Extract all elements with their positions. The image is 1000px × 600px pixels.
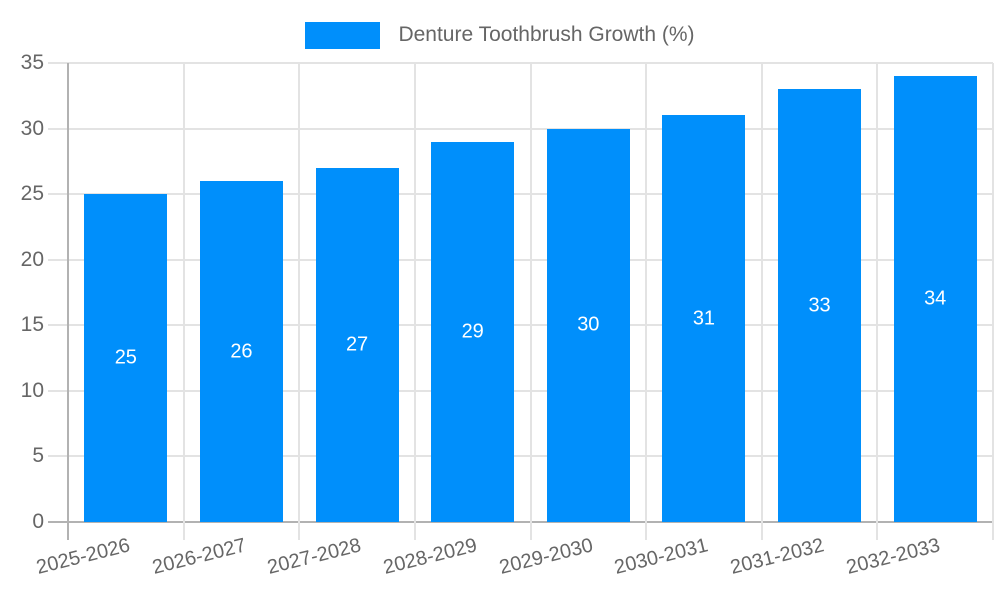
legend-label: Denture Toothbrush Growth (%) [398,23,695,46]
bar: 26 [199,181,283,522]
legend-item[interactable]: Denture Toothbrush Growth (%) [0,20,1000,50]
v-gridline [413,63,416,540]
y-tick-label: 35 [20,51,44,74]
y-tick-label: 30 [20,116,44,140]
v-gridline [529,63,532,540]
h-gridline [48,389,993,392]
x-tick-label: 2029-2030 [496,534,595,579]
x-tick-label: 2025-2026 [34,534,133,579]
x-tick-label: 2032-2033 [843,534,942,579]
x-tick-label: 2026-2027 [149,534,249,579]
bar-value-label: 30 [577,313,600,336]
v-gridline [876,63,879,540]
y-tick-label: 5 [32,444,44,468]
v-gridline [182,63,185,540]
bar: 27 [315,167,399,522]
bar: 34 [893,76,977,522]
legend-swatch [305,21,381,49]
bar-value-label: 34 [924,287,947,310]
bar: 31 [662,115,746,522]
h-gridline [48,193,993,196]
x-tick-label: 2031-2032 [728,534,827,579]
x-tick-label: 2028-2029 [381,534,480,579]
bar-value-label: 27 [345,333,369,356]
bar-value-label: 31 [692,307,716,330]
v-gridline [760,63,763,540]
y-tick-label: 10 [20,378,44,402]
bar: 25 [84,194,168,522]
y-tick-label: 15 [20,313,44,337]
bar-value-label: 29 [461,320,484,343]
x-tick-label: 2027-2028 [265,534,364,579]
bar: 30 [546,128,630,522]
bar-value-label: 33 [808,294,831,317]
v-gridline [298,63,301,540]
x-tick-label: 2030-2031 [612,534,711,579]
v-gridline [992,63,994,540]
y-tick-label: 0 [32,510,44,533]
h-gridline [48,62,993,64]
bar-value-label: 25 [114,346,137,369]
bar: 33 [778,89,862,522]
bar-value-label: 26 [230,340,253,362]
y-axis-line [67,63,69,540]
h-gridline [48,127,993,130]
y-tick-label: 25 [20,182,44,206]
bar: 29 [431,141,515,522]
h-gridline [48,324,993,327]
v-gridline [645,63,648,540]
y-tick-label: 20 [20,247,44,271]
h-gridline [48,258,993,261]
h-gridline [48,455,993,458]
x-axis-line [48,521,993,523]
